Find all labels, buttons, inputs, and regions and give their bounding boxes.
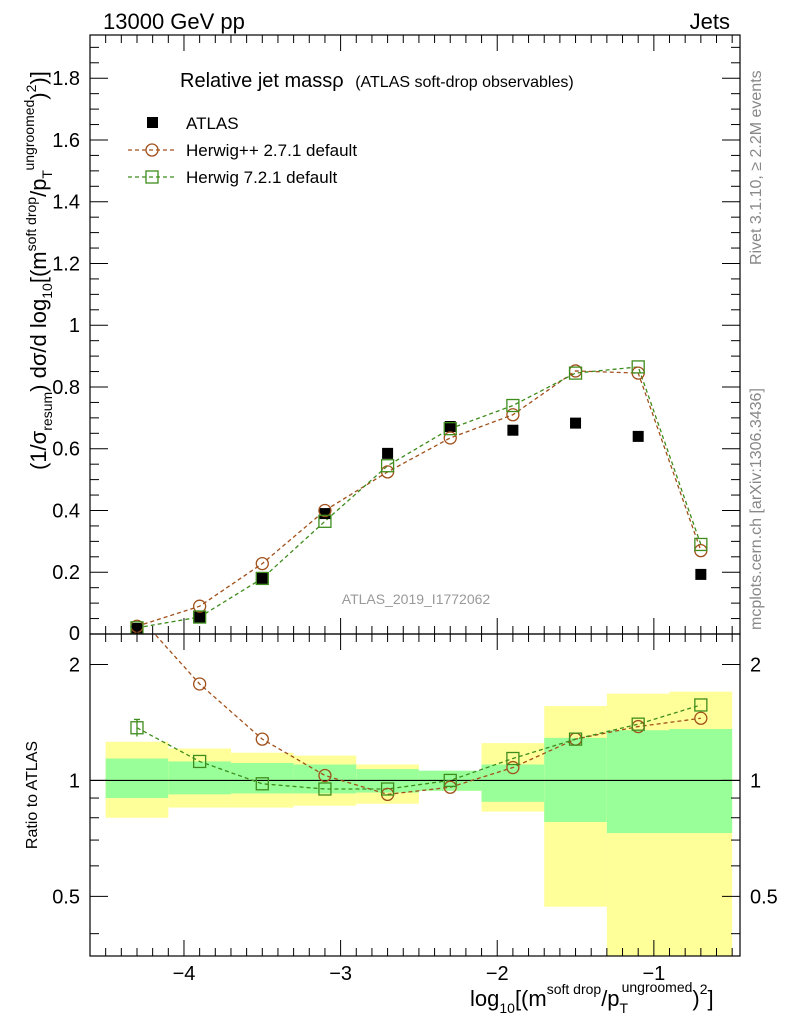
y-tick-label: 0.8 bbox=[52, 377, 80, 399]
legend-herwig7-label: Herwig 7.2.1 default bbox=[186, 168, 337, 187]
herwig7-point bbox=[568, 366, 583, 380]
atlas-data-point bbox=[632, 430, 644, 442]
ratio-y-tick-label-right: 1 bbox=[750, 770, 761, 792]
herwig7-ratio-point bbox=[506, 751, 520, 766]
y-tick-label: 1 bbox=[69, 315, 80, 337]
herwig7-point bbox=[443, 422, 457, 436]
herwig7-line bbox=[136, 366, 702, 629]
herwig7-ratio-point bbox=[130, 721, 144, 735]
series-lines bbox=[136, 366, 702, 796]
x-tick-label: −4 bbox=[173, 963, 196, 985]
ratio-y-tick-label: 0.5 bbox=[52, 886, 80, 908]
y-tick-label: 0.6 bbox=[52, 439, 80, 461]
herwigpp-ratio-point bbox=[506, 760, 520, 775]
herwigpp-point bbox=[192, 599, 207, 613]
ratio-y-tick-label-right: 0.5 bbox=[750, 886, 778, 908]
stat-uncertainty-band bbox=[105, 758, 169, 799]
x-axis-label: log10[(msoft drop/pTungroomed)2] bbox=[470, 979, 714, 1016]
header-right: Jets bbox=[690, 9, 730, 34]
y-tick-label: 0.2 bbox=[52, 562, 80, 584]
uncertainty-bands bbox=[105, 691, 733, 956]
legend-herwigpp-marker bbox=[145, 143, 159, 157]
herwig7-point bbox=[631, 360, 645, 374]
x-tick-label: −2 bbox=[486, 963, 509, 985]
atlas-data-point bbox=[507, 424, 519, 436]
herwig7-ratio-point bbox=[443, 773, 457, 788]
atlas-data-point bbox=[695, 568, 707, 580]
x-tick-label: −1 bbox=[642, 963, 665, 985]
herwigpp-line bbox=[136, 370, 702, 627]
plot-title-main: Relative jet massρ bbox=[180, 70, 344, 92]
header-left: 13000 GeV pp bbox=[103, 9, 245, 34]
herwig7-point bbox=[318, 514, 332, 528]
herwig7-ratio-point bbox=[568, 732, 583, 746]
ratio-y-tick-label: 2 bbox=[69, 654, 80, 676]
atlas-data-point bbox=[570, 417, 582, 429]
ratio-plot-frame bbox=[89, 633, 741, 957]
herwig7-ratio-line bbox=[136, 704, 702, 790]
herwigpp-ratio-point bbox=[318, 768, 332, 783]
herwigpp-ratio-point bbox=[443, 780, 457, 794]
y-tick-label: 1.4 bbox=[52, 192, 80, 214]
y-tick-label: 1.6 bbox=[52, 130, 80, 152]
stat-uncertainty-band bbox=[606, 730, 670, 834]
legend-atlas-marker bbox=[147, 117, 158, 128]
herwigpp-point bbox=[318, 503, 332, 518]
herwig7-point bbox=[255, 571, 269, 586]
data-markers bbox=[130, 360, 708, 802]
stat-uncertainty-band bbox=[168, 761, 231, 795]
atlas-data-point bbox=[319, 508, 331, 520]
herwigpp-ratio-point bbox=[255, 732, 269, 746]
analysis-watermark: ATLAS_2019_I1772062 bbox=[342, 591, 491, 607]
mcplots-label: mcplots.cern.ch [arXiv:1306.3436] bbox=[748, 388, 765, 630]
rivet-label: Rivet 3.1.10, ≥ 2.2M events bbox=[748, 70, 765, 265]
plot-title-sub: (ATLAS soft-drop observables) bbox=[355, 74, 573, 91]
y-tick-label: 1.2 bbox=[52, 253, 80, 275]
herwig7-ratio-point bbox=[192, 754, 207, 769]
y-tick-label: 0.4 bbox=[52, 500, 80, 522]
axes: −4 −3 −2 −1 0.2 0.4 0.6 0.8 1 1.2 1.4 1.6 1.8 0 0.5 0.5… bbox=[52, 35, 778, 985]
legend-herwigpp-label: Herwig++ 2.7.1 default bbox=[186, 141, 357, 160]
herwigpp-point bbox=[506, 408, 520, 422]
ratio-y-tick-label-right: 2 bbox=[750, 654, 761, 676]
atlas-data-point bbox=[256, 572, 268, 584]
herwig7-ratio-point bbox=[318, 782, 332, 796]
herwigpp-point bbox=[255, 556, 269, 571]
plot-title: Relative jet massρ (ATLAS soft-drop obse… bbox=[180, 70, 574, 92]
herwig7-ratio-point bbox=[694, 698, 708, 712]
herwig7-point bbox=[506, 398, 520, 413]
x-tick-label: −3 bbox=[329, 963, 352, 985]
herwigpp-ratio-line bbox=[153, 634, 701, 796]
y-zero-tick-label: 0 bbox=[69, 623, 80, 645]
herwig7-point bbox=[192, 610, 207, 624]
atlas-data-point bbox=[194, 611, 206, 623]
stat-uncertainty-band bbox=[481, 764, 545, 802]
herwig7-ratio-point bbox=[380, 782, 395, 796]
ratio-y-tick-label: 1 bbox=[69, 770, 80, 792]
ratio-y-axis-label: Ratio to ATLAS bbox=[24, 741, 41, 849]
y-tick-label: 1.8 bbox=[52, 68, 80, 90]
herwigpp-ratio-point bbox=[694, 711, 708, 725]
atlas-data-point bbox=[382, 447, 394, 459]
herwigpp-ratio-point bbox=[192, 677, 207, 691]
herwig7-point bbox=[380, 459, 395, 473]
ratio-series bbox=[136, 634, 702, 796]
herwig7-ratio-point bbox=[255, 777, 269, 791]
herwig7-ratio-point bbox=[631, 717, 645, 731]
stat-uncertainty-band bbox=[669, 728, 733, 834]
herwigpp-point bbox=[443, 431, 457, 445]
legend-atlas-label: ATLAS bbox=[186, 114, 239, 133]
y-axis-label: (1/σresum) dσ/d log10[(msoft drop/pTungr… bbox=[21, 71, 55, 470]
legend-herwig7-marker bbox=[145, 170, 159, 184]
atlas-data-point bbox=[444, 421, 456, 433]
legend: ATLAS Herwig++ 2.7.1 default Herwig 7.2.… bbox=[128, 114, 357, 187]
herwig7-point bbox=[694, 537, 708, 552]
